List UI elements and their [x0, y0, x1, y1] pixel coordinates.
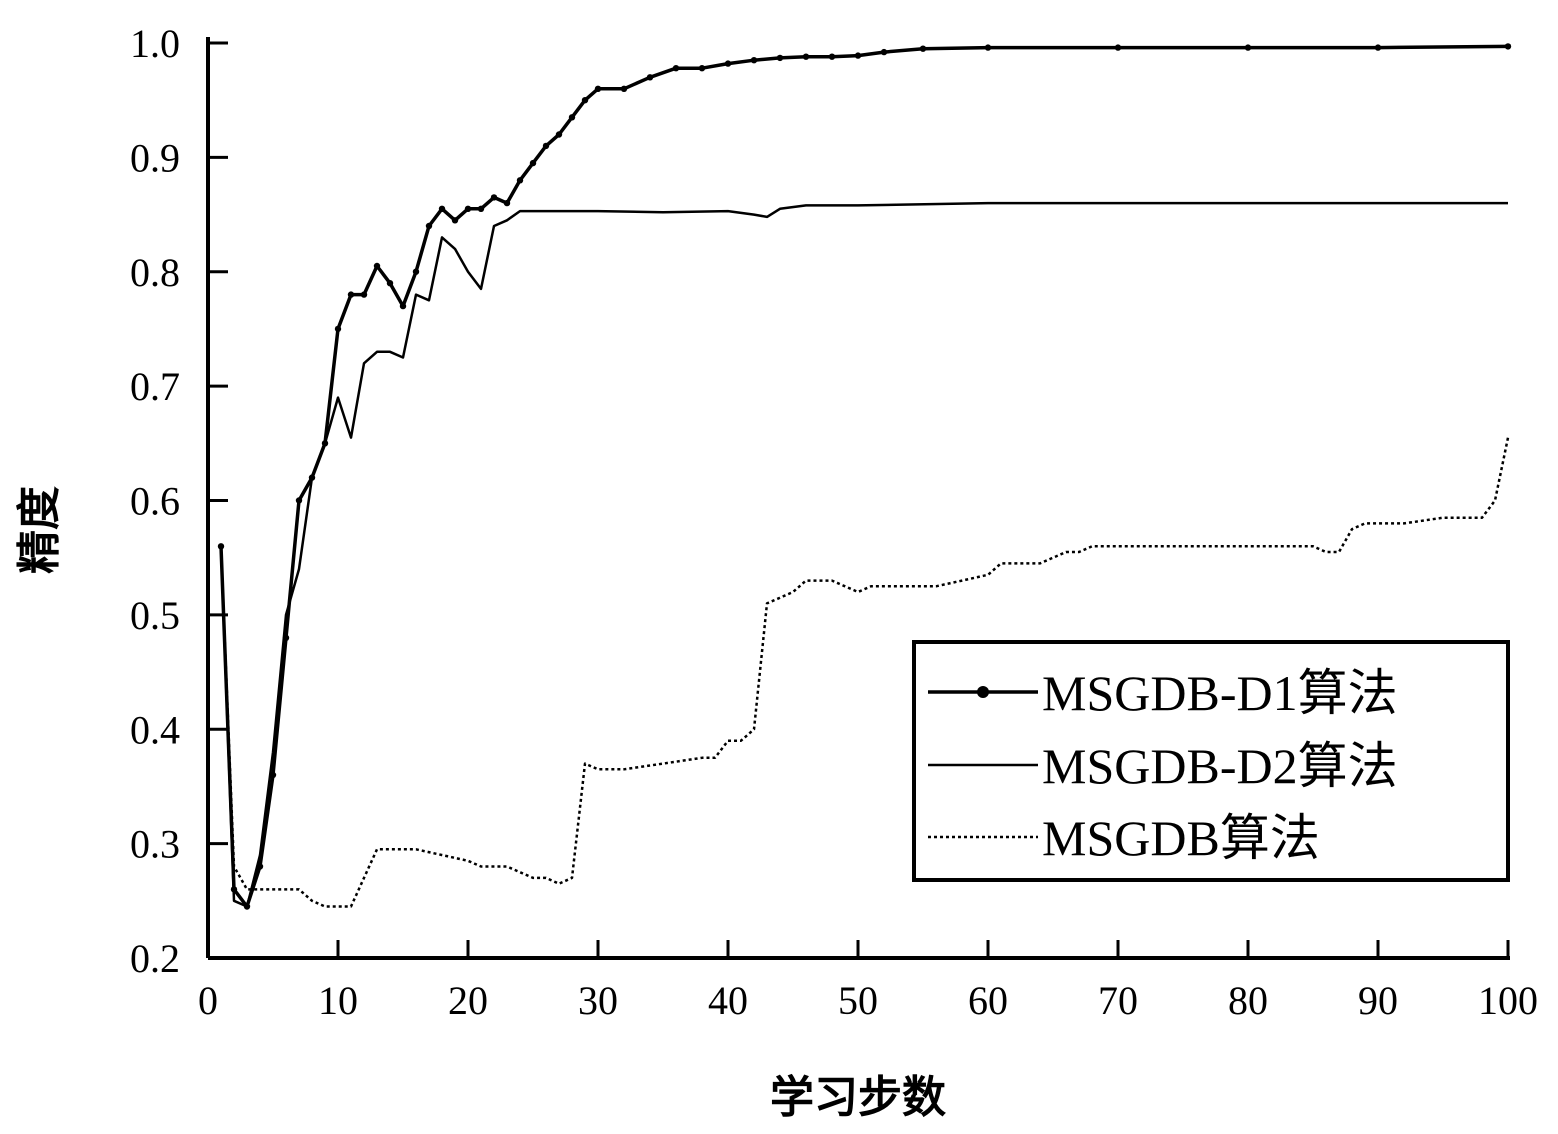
series-1-point — [399, 302, 407, 310]
y-tick-label: 0.8 — [130, 250, 180, 295]
series-1-point — [646, 74, 654, 81]
series-1-point — [828, 53, 836, 60]
legend-marker-d1 — [977, 686, 989, 698]
x-tick-label: 0 — [198, 978, 218, 1023]
x-tick-label: 60 — [968, 978, 1008, 1023]
series-1-point — [919, 45, 927, 52]
x-tick-label: 70 — [1098, 978, 1138, 1023]
ticks: 0 10 20 30 40 50 60 70 80 90 100 0.2 0.3 0.4 0.5 0.6 0.7… — [130, 21, 1538, 1023]
series-1-point — [295, 497, 303, 504]
series-1-point — [854, 52, 862, 59]
series-1-point — [347, 291, 355, 298]
series-1-point — [568, 114, 576, 121]
x-tick-label: 40 — [708, 978, 748, 1023]
legend-label-d1: MSGDB-D1算法 — [1042, 665, 1398, 721]
series-1-point — [412, 268, 420, 275]
series-1-point — [334, 325, 342, 333]
series-1-point — [503, 199, 511, 207]
series-1-point — [984, 44, 992, 51]
legend-label-base: MSGDB算法 — [1042, 810, 1320, 866]
y-axis-title: 精度 — [14, 486, 65, 574]
series-1-point — [425, 222, 433, 230]
series-1-point — [1114, 44, 1122, 51]
series-1-point — [698, 65, 706, 72]
x-tick-label: 20 — [448, 978, 488, 1023]
y-tick-label: 0.4 — [130, 707, 180, 752]
y-tick-label: 0.3 — [130, 822, 180, 867]
series-1-point — [386, 280, 394, 287]
series-1-point — [581, 97, 589, 104]
series-1-point — [880, 48, 888, 56]
series-1-point — [750, 57, 758, 64]
x-tick-label: 80 — [1228, 978, 1268, 1023]
y-tick-label: 0.2 — [130, 936, 180, 981]
x-tick-label: 30 — [578, 978, 618, 1023]
legend: MSGDB-D1算法 MSGDB-D2算法 MSGDB算法 — [912, 640, 1510, 882]
series-1-point — [451, 217, 459, 224]
legend-label-d2: MSGDB-D2算法 — [1042, 738, 1398, 794]
series-1-point — [360, 291, 368, 298]
plot-lines — [217, 43, 1512, 910]
series-1-point — [490, 194, 498, 201]
y-tick-label: 1.0 — [130, 21, 180, 66]
series-1-point — [477, 205, 485, 212]
series-1-point — [555, 131, 563, 138]
legend-box — [912, 640, 1510, 882]
x-tick-label: 10 — [318, 978, 358, 1023]
x-tick-label: 100 — [1478, 978, 1538, 1023]
series-1-point — [594, 85, 602, 93]
series-1-point — [776, 54, 784, 62]
y-tick-label: 0.9 — [130, 135, 180, 180]
series-1-point — [1244, 44, 1252, 51]
series-1-point — [464, 205, 472, 212]
series-1-point — [438, 205, 446, 212]
series-1-point — [529, 159, 537, 167]
series-1-point — [1374, 44, 1382, 51]
series-1-point — [1504, 43, 1512, 50]
y-tick-label: 0.7 — [130, 364, 180, 409]
series-1-point — [542, 142, 550, 150]
series-1-point — [724, 60, 732, 67]
x-tick-label: 90 — [1358, 978, 1398, 1023]
series-line-2 — [219, 201, 1508, 908]
y-tick-label: 0.5 — [130, 593, 180, 638]
series-1-point — [672, 65, 680, 72]
series-1-point — [516, 177, 524, 184]
x-axis-title: 学习步数 — [770, 1072, 946, 1123]
y-tick-label: 0.6 — [130, 479, 180, 524]
series-1-point — [620, 85, 628, 93]
x-tick-label: 50 — [838, 978, 878, 1023]
series-1-point — [802, 53, 810, 60]
series-1-point — [373, 262, 381, 270]
